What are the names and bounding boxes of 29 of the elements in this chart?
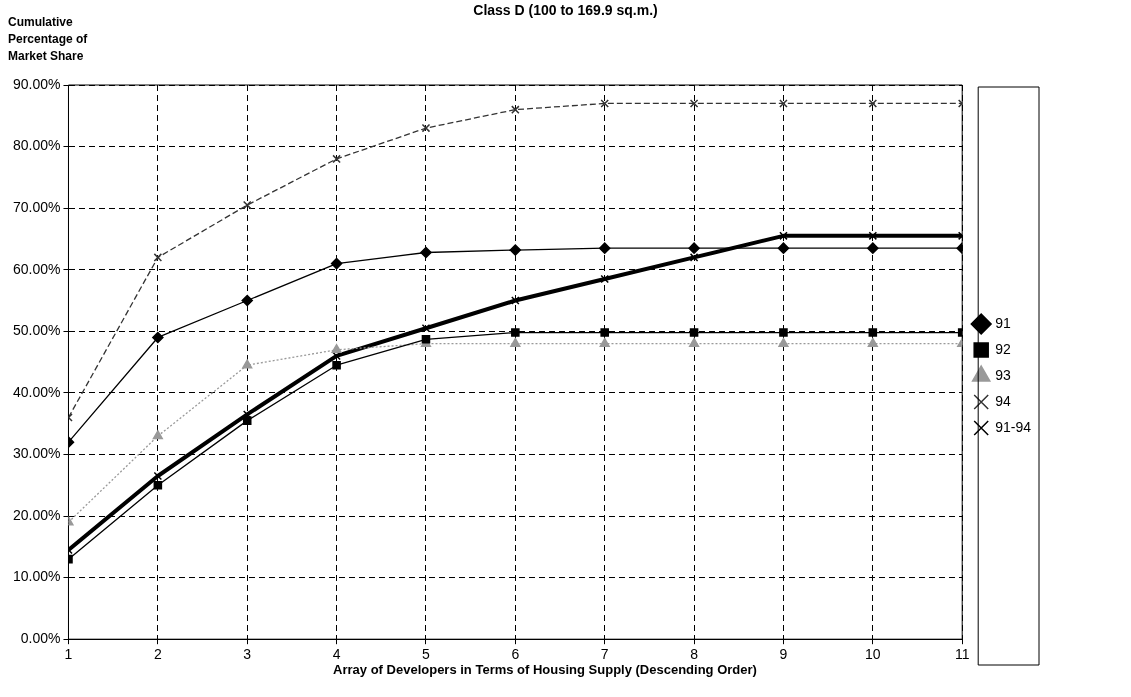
y-tick-label: 0.00%	[20, 630, 61, 647]
legend-label: 92	[995, 340, 1011, 357]
x-axis-title: Array of Developers in Terms of Housing Supply (Descending Order)	[332, 662, 758, 677]
x-tick-label: 8	[690, 646, 699, 663]
x-tick-label: 3	[243, 646, 252, 663]
y-tick-label: 50.00%	[13, 322, 61, 339]
x-tick-label: 2	[153, 646, 162, 663]
x-tick-label: 9	[779, 646, 788, 663]
legend-label: 94	[995, 392, 1011, 409]
y-tick-label: 90.00%	[13, 75, 61, 92]
y-axis-title: Cumulative Percentage of Market Share	[8, 14, 89, 65]
y-tick-label: 30.00%	[13, 445, 61, 462]
legend-label: 91-94	[995, 418, 1032, 435]
x-tick-label: 1	[64, 646, 73, 663]
y-tick-label: 40.00%	[13, 383, 61, 400]
x-tick-label: 11	[954, 646, 970, 663]
legend-label: 91	[995, 314, 1011, 331]
y-tick-label: 60.00%	[13, 260, 61, 277]
y-tick-label: 70.00%	[13, 199, 61, 216]
x-tick-label: 4	[332, 646, 341, 663]
x-tick-label: 6	[511, 646, 520, 663]
legend-label: 93	[995, 366, 1011, 383]
y-tick-label: 20.00%	[13, 506, 61, 523]
x-tick-label: 5	[422, 646, 431, 663]
y-tick-label: 80.00%	[13, 137, 61, 154]
x-tick-label: 7	[600, 646, 609, 663]
x-tick-label: 10	[865, 646, 881, 663]
y-tick-label: 10.00%	[13, 568, 61, 585]
chart-title: Class D (100 to 169.9 sq.m.)	[473, 2, 658, 18]
